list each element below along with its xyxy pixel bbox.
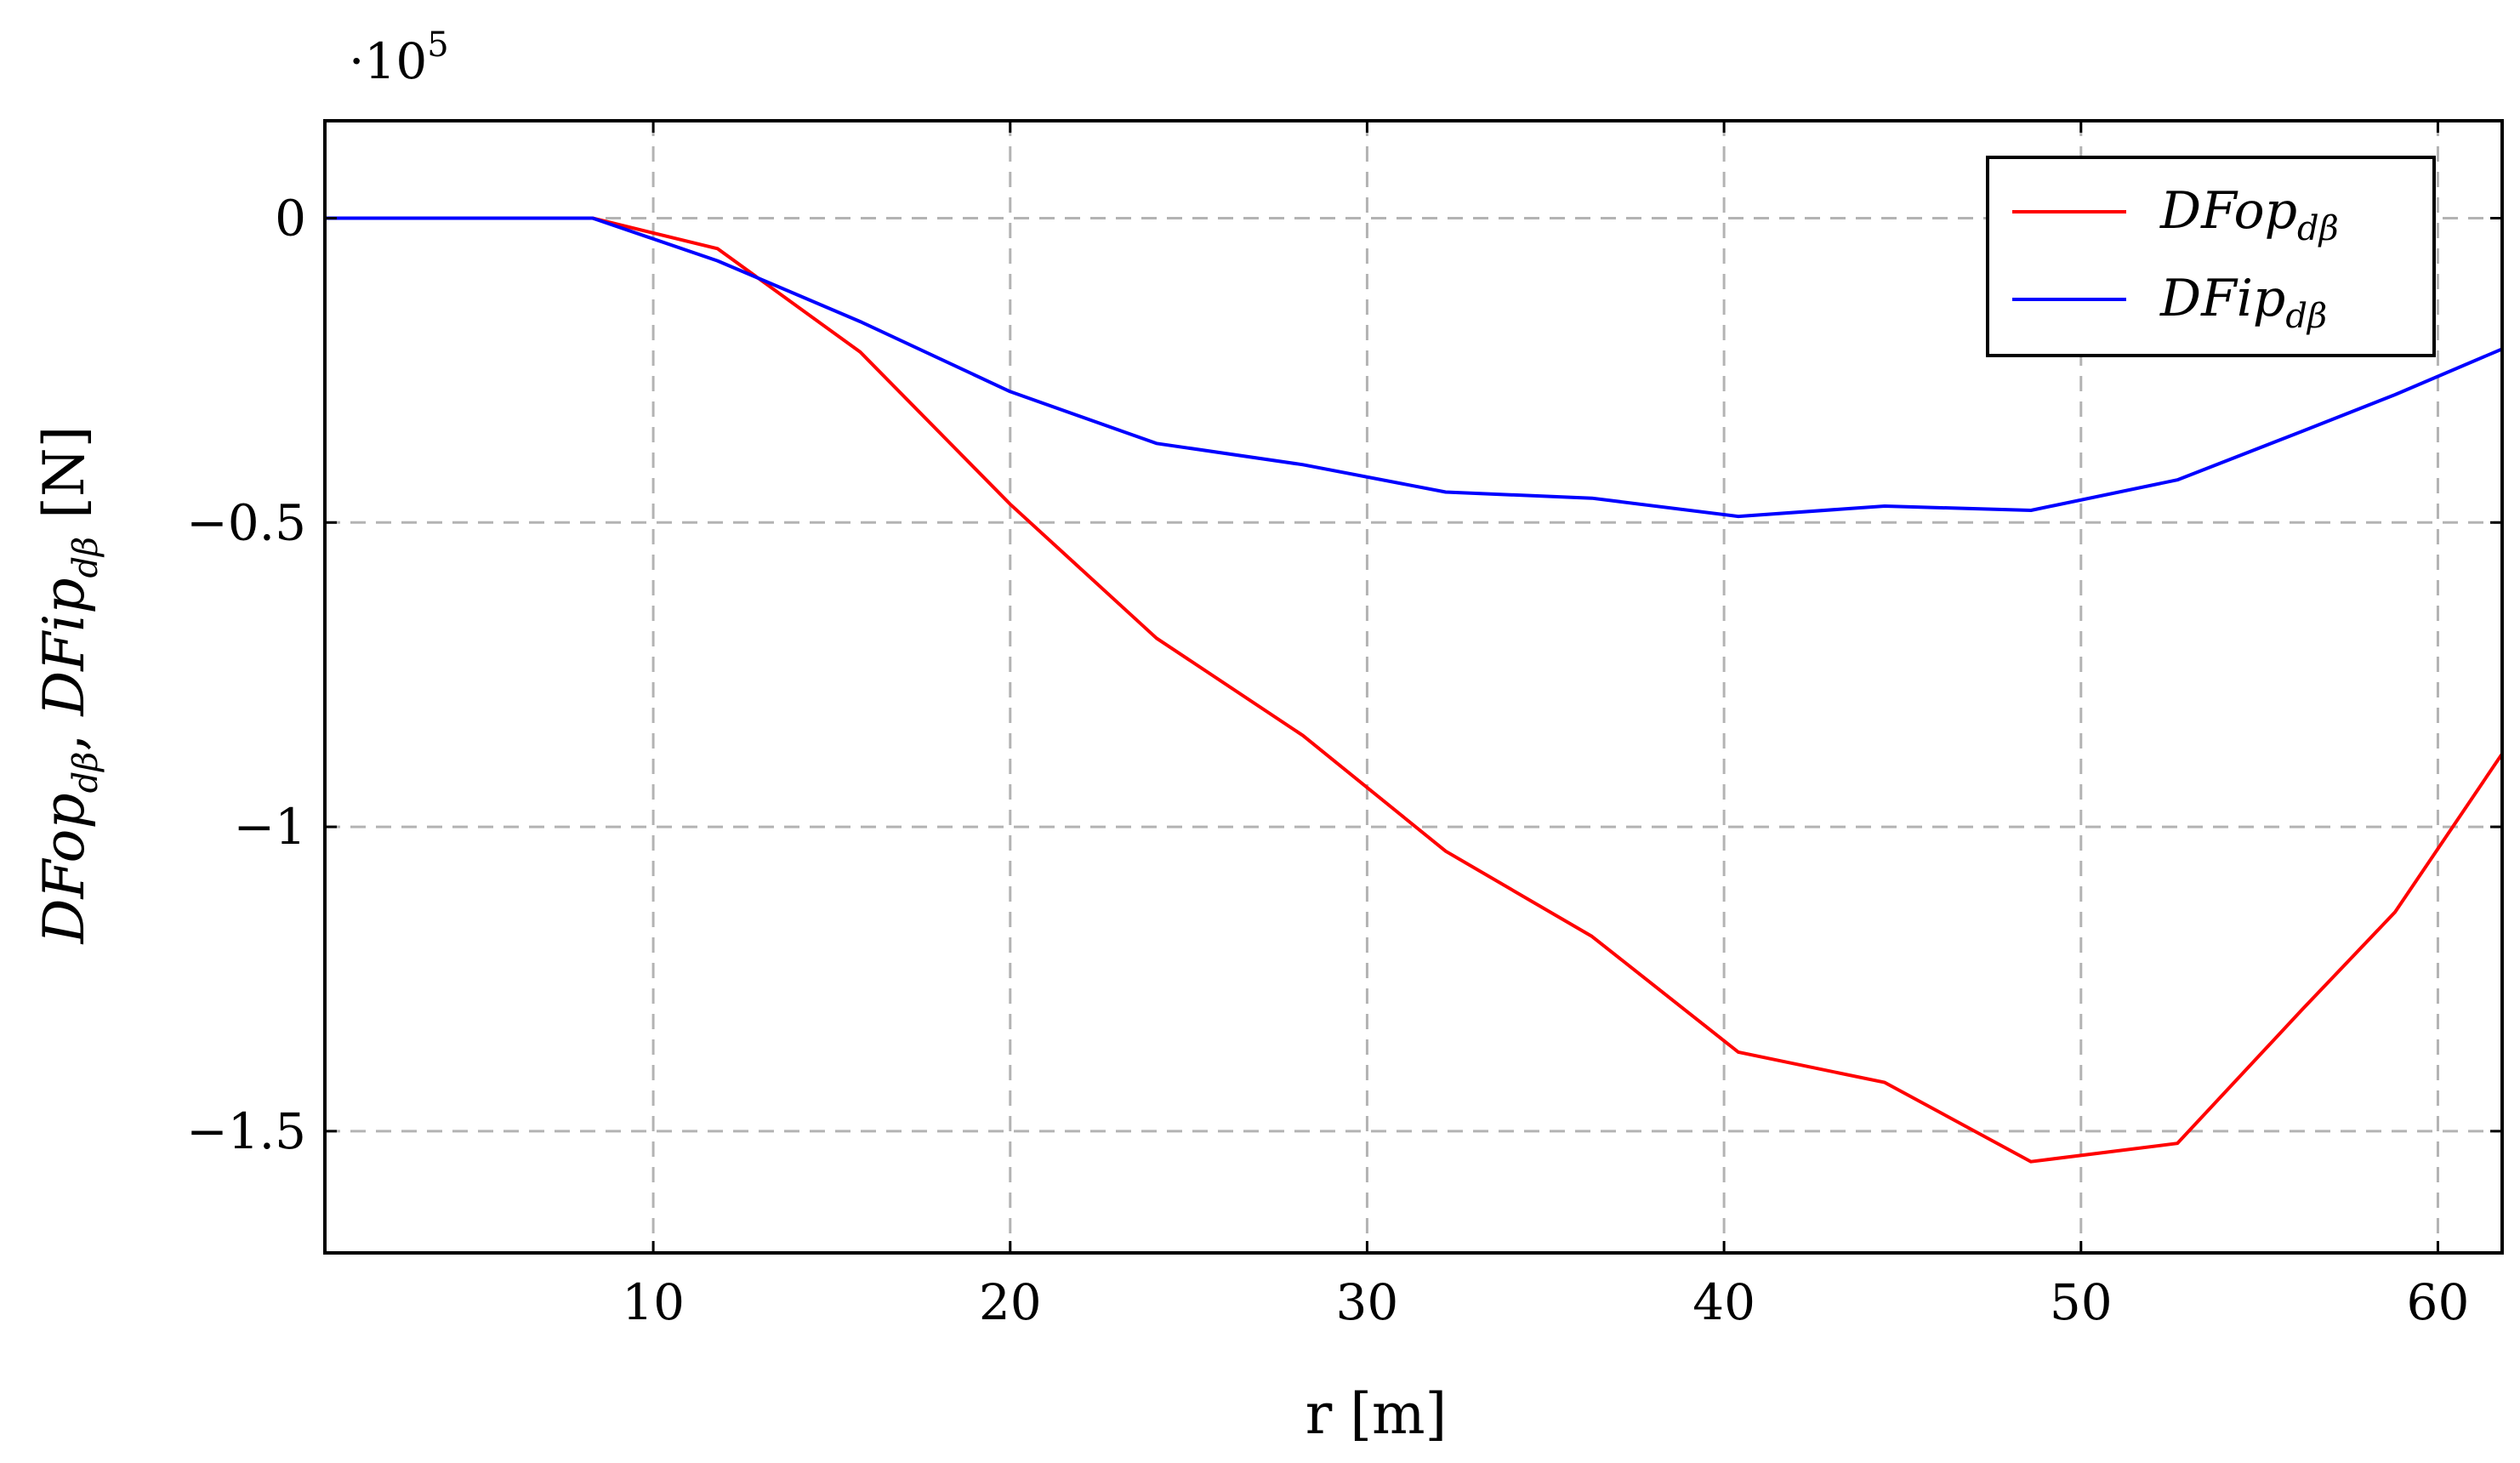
series-line-dfop xyxy=(325,216,2502,1164)
y-label-first-main: DFop xyxy=(31,793,97,944)
series-layer xyxy=(325,216,2502,1164)
y-multiplier-prefix: ·10 xyxy=(349,32,427,90)
y-label-unit: [N] xyxy=(31,426,97,537)
y-label-second-main: DFip xyxy=(31,578,97,717)
legend: DFopdβ DFipdβ xyxy=(1986,156,2436,357)
y-tick-label: −0.5 xyxy=(186,493,306,551)
x-tick-label: 30 xyxy=(1336,1273,1399,1331)
axis-ticks: 10 20 30 40 50 60 0 −0.5 −1 −1.5 xyxy=(186,121,2502,1331)
x-tick-label: 40 xyxy=(1692,1273,1755,1331)
x-tick-label: 50 xyxy=(2050,1273,2113,1331)
y-tick-label: −1.5 xyxy=(186,1102,306,1160)
legend-label-dfip: DFipdβ xyxy=(2159,269,2327,336)
y-label-second-sub: dβ xyxy=(66,537,105,578)
x-tick-label: 20 xyxy=(979,1273,1042,1331)
legend-label-dfop: DFopdβ xyxy=(2159,181,2339,248)
plot-frame xyxy=(323,119,2504,1255)
y-multiplier-exponent: 5 xyxy=(427,26,448,65)
y-axis-multiplier: ·105 xyxy=(349,26,449,90)
y-label-first-sub: dβ xyxy=(66,752,105,794)
legend-label-dfip-main: DFip xyxy=(2159,269,2285,328)
legend-label-dfop-main: DFop xyxy=(2159,181,2297,241)
y-label-separator: , xyxy=(31,716,97,752)
legend-label-dfip-sub: dβ xyxy=(2285,297,2327,336)
x-tick-label: 60 xyxy=(2407,1273,2470,1331)
y-tick-label: 0 xyxy=(275,189,306,247)
legend-box xyxy=(1986,156,2436,357)
series-line-dfip xyxy=(325,216,2502,519)
x-tick-label: 10 xyxy=(622,1273,685,1331)
x-axis-label: r [m] xyxy=(1306,1381,1448,1447)
y-axis-label: DFopdβ, DFipdβ [N] xyxy=(31,426,105,945)
legend-label-dfop-sub: dβ xyxy=(2297,209,2339,248)
y-tick-label: −1 xyxy=(234,798,307,856)
